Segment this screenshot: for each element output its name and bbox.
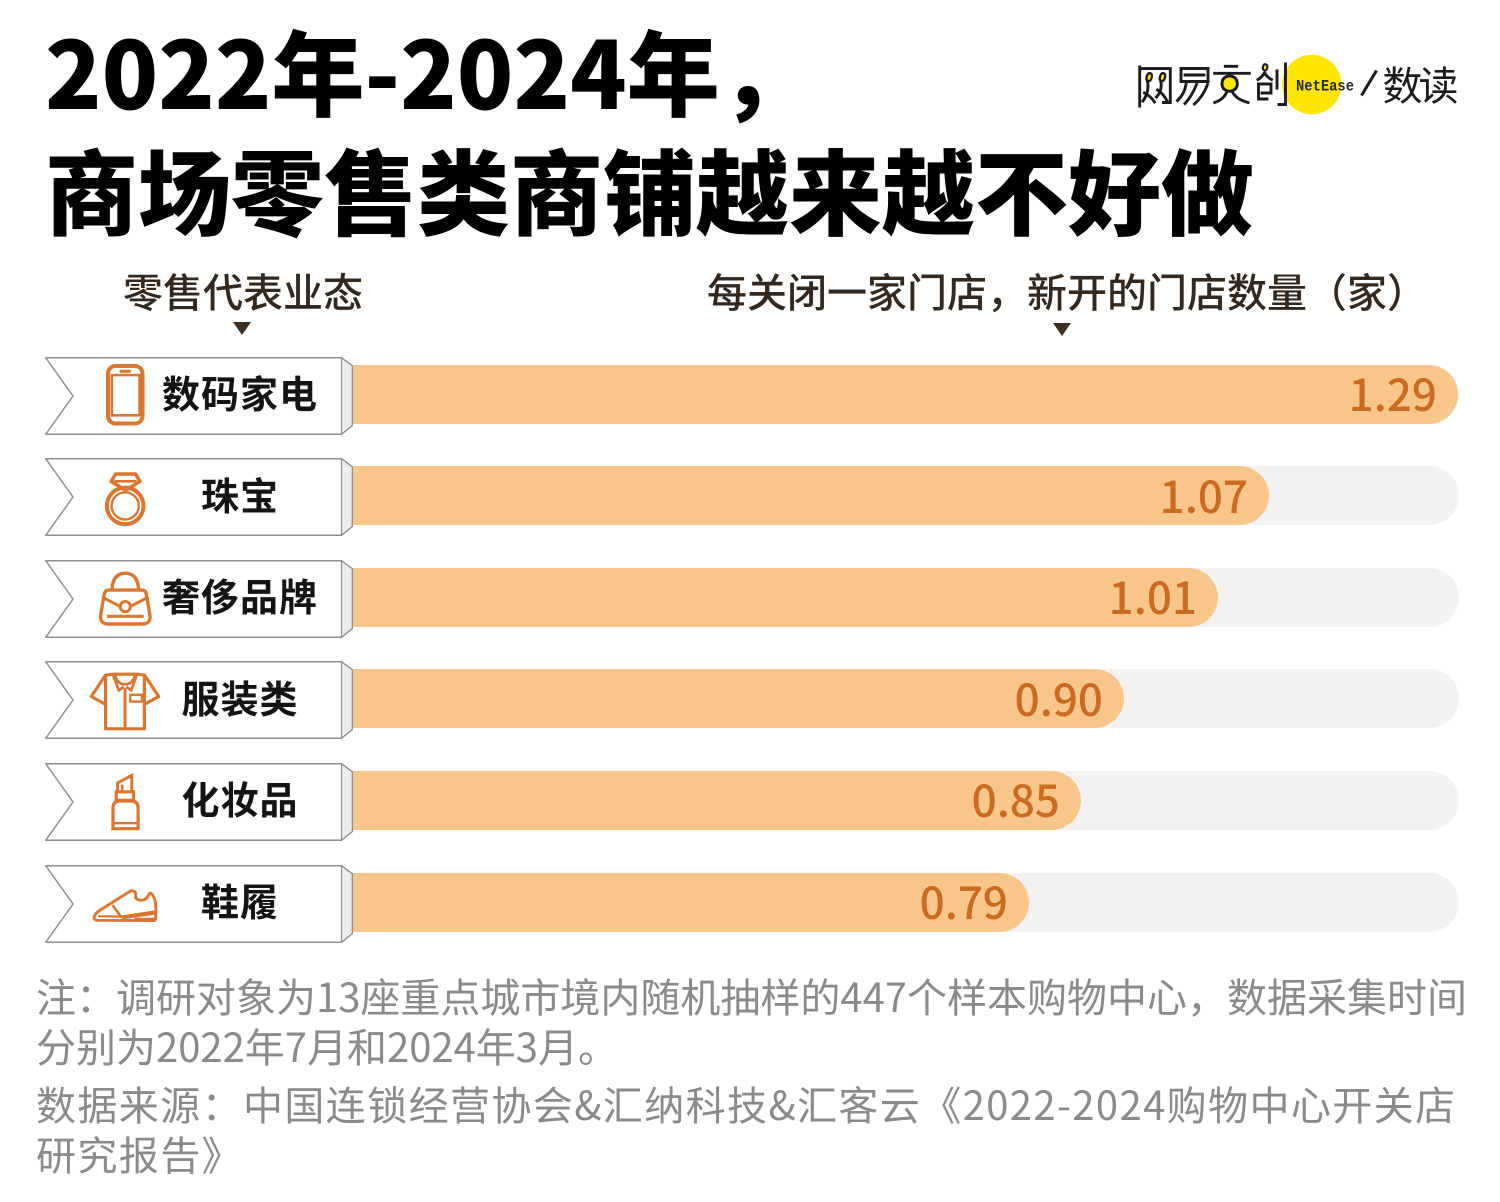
svg-text:NetEase: NetEase	[1296, 78, 1354, 96]
svg-text:数读: 数读	[1383, 54, 1459, 112]
